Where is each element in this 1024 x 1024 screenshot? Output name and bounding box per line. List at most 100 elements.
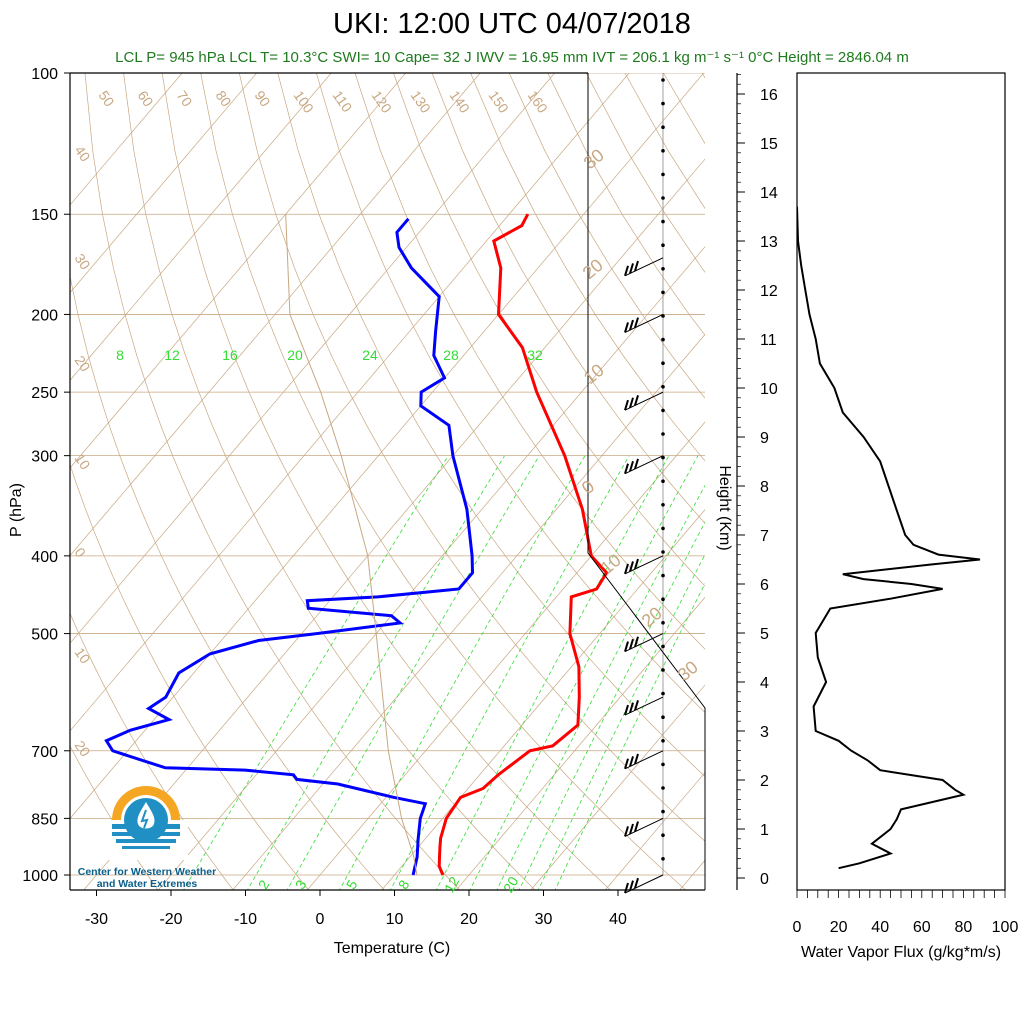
dry-adiabat-label: 150 (486, 88, 513, 116)
barb-point (661, 644, 665, 649)
wind-barb-flag (634, 821, 639, 832)
wind-barb-flag (624, 322, 629, 333)
isotherm-label: 20 (579, 255, 607, 283)
temp-tick-label: 20 (460, 911, 478, 928)
mixing-ratio-label: 16 (222, 347, 238, 363)
dry-adiabat-line (547, 73, 705, 336)
hodograph-boundary (587, 73, 706, 890)
isotherm-line (70, 73, 183, 206)
dry-adiabat-line (277, 73, 705, 778)
height-tick-label: 2 (760, 773, 769, 790)
temp-tick-label: 30 (535, 911, 553, 928)
barb-point (661, 809, 665, 814)
dry-adiabat-line (431, 73, 705, 524)
chart-subtitle: LCL P= 945 hPa LCL T= 10.3°C SWI= 10 Cap… (115, 49, 909, 66)
pressure-tick-label: 100 (31, 66, 58, 83)
flux-tick-label: 20 (830, 919, 848, 936)
isotherm-line (381, 509, 705, 890)
wind-barb-flag (634, 636, 639, 648)
temp-tick-label: 40 (609, 911, 627, 928)
dry-adiabat-line (70, 745, 159, 890)
dry-adiabat-line (393, 73, 705, 587)
wind-barb-flag (634, 458, 639, 470)
flux-x-axis-label: Water Vapor Flux (g/kg*m/s) (801, 944, 1001, 961)
wind-barb-flag (629, 460, 634, 472)
barb-point (661, 125, 665, 129)
isotherm-label: 30 (580, 145, 608, 173)
wind-barb-flag (624, 758, 629, 770)
wind-barb-flag (634, 753, 639, 765)
height-tick-label: 14 (760, 185, 778, 202)
moist-adiabat-label: 40 (72, 143, 94, 165)
wind-barb (624, 750, 664, 770)
isotherm-line (70, 73, 481, 557)
barb-point (661, 715, 665, 719)
wind-barb-flag (634, 558, 639, 570)
pressure-tick-label: 300 (31, 449, 58, 466)
isotherm-line (157, 246, 705, 890)
barb-point (661, 739, 665, 743)
dry-adiabat-line (161, 73, 611, 890)
wind-barb-flag (634, 317, 639, 328)
pressure-tick-label: 400 (31, 549, 58, 566)
wind-barb-flag (634, 260, 639, 272)
wind-barb-panel (624, 73, 665, 894)
height-tick-label: 12 (760, 283, 778, 300)
pressure-tick-label: 200 (31, 307, 58, 324)
flux-tick-label: 40 (871, 919, 889, 936)
isotherm-line (70, 73, 555, 644)
dry-adiabat-label: 130 (408, 88, 435, 116)
pressure-tick-label: 500 (31, 627, 58, 644)
dry-adiabat-label: 80 (213, 88, 235, 110)
height-tick-label: 0 (760, 871, 769, 888)
wind-barb (624, 555, 664, 575)
mixing-ratio-line (435, 455, 670, 890)
wind-barb-flag (629, 756, 634, 767)
wind-barb-flag (624, 704, 629, 716)
dry-adiabat-line (123, 73, 536, 890)
height-tick-label: 3 (760, 724, 769, 741)
wind-barb-flag (624, 882, 629, 894)
isotherm-label: 10 (597, 550, 625, 578)
wind-barb-flag (629, 823, 634, 835)
wind-barb-flag (624, 399, 629, 411)
dewpoint-line (104, 217, 475, 876)
dry-adiabat-line (316, 73, 705, 714)
wind-barb-flag (624, 826, 629, 837)
flux-tick-label: 80 (955, 919, 973, 936)
wind-barb-flag (629, 397, 634, 409)
pressure-tick-label: 850 (31, 811, 58, 828)
barb-point (661, 172, 665, 177)
mixing-ratio-line (496, 484, 705, 890)
isotherm-label: 20 (638, 603, 666, 631)
moist-adiabat-label: 0 (72, 545, 90, 561)
wind-barb (624, 313, 664, 333)
wind-barb-flag (634, 877, 639, 889)
mixing-ratio-line (286, 455, 540, 890)
wind-barb (624, 633, 664, 653)
dry-adiabat-label: 140 (447, 88, 474, 116)
barb-point (661, 503, 665, 507)
dry-adiabat-label: 70 (174, 88, 196, 110)
barb-point (661, 385, 665, 389)
dry-adiabat-label: 110 (330, 88, 356, 116)
pressure-tick-label: 150 (31, 207, 58, 224)
barb-point (661, 573, 665, 578)
flux-tick-label: 0 (793, 919, 802, 936)
isotherm-label: 0 (578, 476, 599, 498)
mixing-ratio-line (389, 455, 630, 890)
isotherm-label: 10 (580, 360, 608, 388)
barb-point (661, 219, 665, 224)
mixing-ratio-line (537, 553, 705, 890)
height-tick-label: 9 (760, 430, 769, 447)
mixing-ratio-label: 28 (443, 347, 459, 363)
mixing-ratio-line (183, 455, 449, 890)
height-tick-label: 5 (760, 626, 769, 643)
dry-adiabat-label: 60 (135, 88, 157, 110)
barb-point (661, 149, 665, 153)
background-lines (70, 73, 705, 890)
barb-point (661, 101, 665, 106)
x-axis-label: Temperature (C) (334, 940, 450, 957)
barb-point (661, 691, 665, 696)
